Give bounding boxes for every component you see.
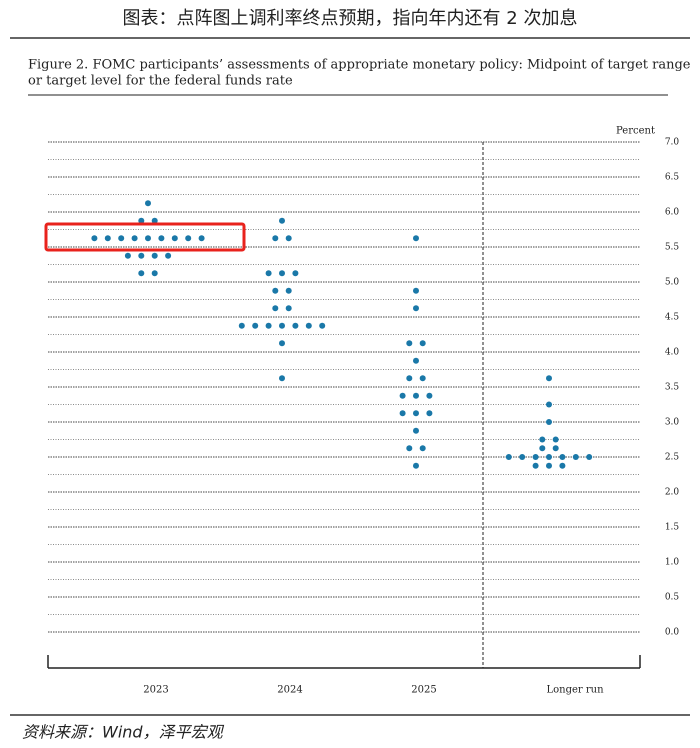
dot — [124, 252, 131, 259]
dot — [279, 217, 285, 224]
dot — [151, 270, 158, 277]
dot — [505, 454, 512, 460]
x-tick-label: 2025 — [411, 685, 436, 696]
dot — [151, 217, 158, 224]
dot — [171, 235, 178, 242]
dot — [272, 305, 279, 312]
dot — [559, 454, 566, 460]
y-tick-label: 5.0 — [665, 278, 680, 288]
dot — [419, 445, 426, 452]
x-tick-label: 2024 — [277, 685, 302, 696]
dot — [131, 235, 138, 242]
dot — [272, 287, 279, 294]
dot — [151, 252, 158, 259]
dot — [552, 436, 559, 443]
dot — [238, 322, 245, 329]
dot — [413, 287, 419, 294]
dot — [419, 375, 426, 382]
dot — [279, 340, 285, 347]
dot — [138, 252, 145, 259]
dot — [419, 340, 426, 347]
dot — [252, 322, 259, 329]
dot — [91, 235, 98, 242]
dot — [158, 235, 165, 242]
dot — [138, 217, 145, 224]
dot — [532, 462, 539, 469]
dot — [413, 305, 419, 312]
y-tick-label: 1.0 — [665, 558, 680, 568]
dot — [285, 287, 292, 294]
highlight-box — [44, 222, 246, 252]
dot — [426, 392, 433, 399]
y-tick-label: 4.5 — [665, 313, 680, 323]
dot — [292, 322, 299, 329]
y-tick-label: 1.5 — [665, 523, 680, 533]
dot — [285, 235, 292, 242]
dot — [292, 270, 299, 277]
dot — [145, 200, 151, 207]
dot — [413, 357, 419, 364]
dot — [185, 235, 192, 242]
dot — [406, 375, 413, 382]
dot — [413, 410, 419, 417]
chart-title: Figure 2. FOMC participants’ assessments… — [28, 58, 691, 73]
dot — [399, 410, 406, 417]
dot — [413, 392, 419, 399]
y-tick-label: 6.5 — [665, 173, 680, 183]
dot — [279, 322, 285, 329]
y-tick-label: 3.5 — [665, 383, 680, 393]
dot — [552, 445, 559, 452]
source: 资料来源：Wind，泽平宏观 — [22, 723, 225, 742]
x-tick-label: 2023 — [143, 685, 168, 696]
y-tick-label: 6.0 — [665, 208, 680, 218]
y-tick-label: 2.5 — [665, 453, 680, 463]
dot — [586, 454, 593, 460]
dot — [572, 454, 579, 460]
dot — [546, 419, 552, 425]
y-tick-label: 4.0 — [665, 348, 680, 358]
dot — [279, 375, 285, 382]
dot — [272, 235, 279, 242]
dot — [413, 235, 419, 242]
dot — [279, 270, 285, 277]
dot — [539, 436, 546, 443]
dot — [406, 445, 413, 452]
dot — [406, 340, 413, 347]
dot — [305, 322, 312, 329]
dot — [265, 270, 272, 277]
y-tick-label: 0.0 — [665, 628, 680, 638]
dot — [319, 322, 326, 329]
dot — [413, 462, 419, 469]
dot — [546, 454, 552, 460]
dot — [145, 235, 151, 242]
y-axis-label: Percent — [616, 126, 655, 137]
dot — [519, 454, 526, 460]
dot — [532, 454, 539, 460]
page-title: 图表：点阵图上调利率终点预期，指向年内还有 2 次加息 — [123, 8, 578, 29]
x-tick-label: Longer run — [546, 685, 604, 696]
dot — [138, 270, 145, 277]
dot — [546, 401, 552, 408]
y-tick-label: 3.0 — [665, 418, 680, 428]
dot — [285, 305, 292, 312]
dot — [198, 235, 205, 242]
dot — [104, 235, 111, 242]
y-tick-label: 0.5 — [665, 593, 680, 603]
dot — [546, 462, 552, 469]
dot — [118, 235, 125, 242]
y-tick-label: 2.0 — [665, 488, 680, 498]
dot — [539, 445, 546, 452]
y-tick-label: 7.0 — [665, 138, 680, 148]
dot — [559, 462, 566, 469]
y-tick-label: 5.5 — [665, 243, 680, 253]
dot — [265, 322, 272, 329]
dot — [165, 252, 172, 259]
dot — [413, 427, 419, 434]
chart-subtitle: or target level for the federal funds ra… — [28, 74, 293, 89]
dot — [426, 410, 433, 417]
dot — [399, 392, 406, 399]
dot — [546, 375, 552, 382]
